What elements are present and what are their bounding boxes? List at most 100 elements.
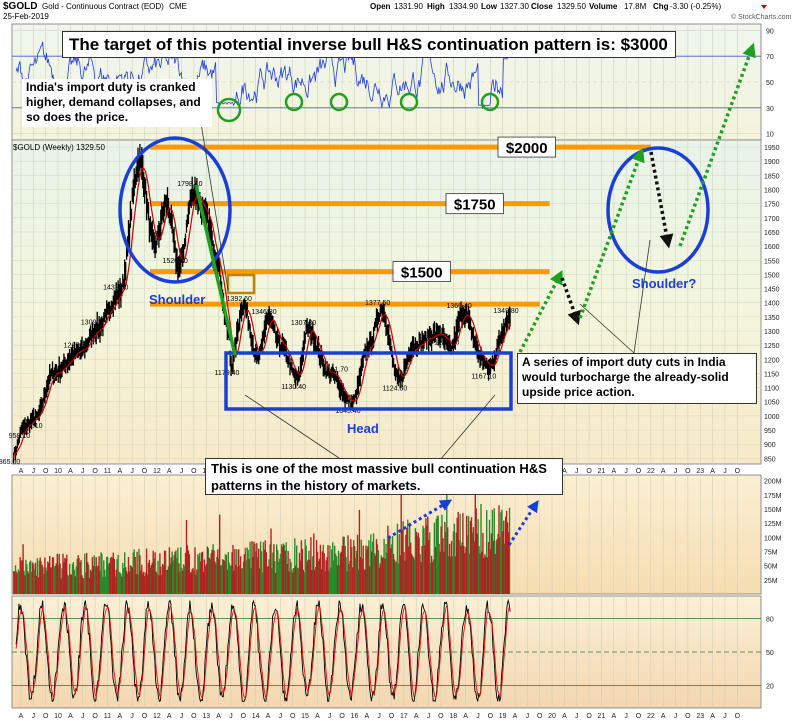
rsi-circle (399, 92, 419, 112)
gap-box (226, 273, 256, 295)
price-label: 1238.30 (434, 339, 459, 346)
volume-tick-label: 200M (764, 479, 782, 486)
high-label: High (427, 2, 445, 11)
rsi-tick-label: 50 (766, 80, 774, 87)
x-tick-label: 23 (696, 468, 704, 475)
symbol-label: $GOLD (3, 1, 37, 12)
price-label: 1377.50 (365, 300, 390, 307)
x-tick-label: J (723, 713, 727, 720)
x-tick-label: A (117, 713, 122, 720)
price-label: 1307.80 (291, 320, 316, 327)
volume-tick-label: 150M (764, 507, 782, 514)
x-tick-label: A (167, 713, 172, 720)
x-tick-label: A (19, 713, 24, 720)
india-duty-callout: India's import duty is cranked higher, d… (22, 79, 212, 127)
volume-arrow-2 (507, 499, 539, 546)
y-tick-label: 1850 (764, 173, 780, 180)
x-tick-label: O (438, 713, 444, 720)
date-label: 25-Feb-2019 (3, 12, 49, 21)
level-label-box (445, 193, 504, 215)
x-tick-label: 20 (548, 713, 556, 720)
level-label-box (392, 261, 451, 282)
price-label: 1309.10 (81, 319, 106, 326)
x-tick-label: O (142, 468, 148, 475)
x-tick-label: A (710, 468, 715, 475)
level-label: $2000 (506, 140, 548, 157)
rsi-tick-label: 30 (766, 106, 774, 113)
y-tick-label: 1950 (764, 145, 780, 152)
x-tick-label: 12 (153, 713, 161, 720)
x-tick-label: J (723, 468, 727, 475)
y-tick-label: 1650 (764, 230, 780, 237)
x-tick-label: O (43, 468, 49, 475)
volume-bars-down (13, 483, 510, 594)
y-tick-label: 1450 (764, 287, 780, 294)
x-tick-label: A (266, 713, 271, 720)
x-tick-label: O (636, 468, 642, 475)
x-tick-label: A (611, 713, 616, 720)
x-tick-label: 21 (598, 713, 606, 720)
x-tick-label: 14 (252, 713, 260, 720)
x-tick-label: J (81, 713, 85, 720)
x-tick-label: O (191, 713, 197, 720)
x-tick-label: 12 (153, 468, 161, 475)
head-box (224, 351, 513, 411)
chg-label: Chg (653, 2, 669, 11)
price-label: 992.10 (21, 423, 43, 430)
x-tick-label: J (279, 713, 283, 720)
price-label: 1366.40 (446, 303, 471, 310)
x-tick-label: A (216, 713, 221, 720)
x-tick-label: J (624, 468, 628, 475)
x-tick-label: O (735, 468, 741, 475)
x-tick-label: J (674, 713, 678, 720)
y-tick-label: 1050 (764, 400, 780, 407)
x-tick-label: J (180, 468, 184, 475)
x-tick-label: A (68, 713, 73, 720)
x-tick-label: 22 (647, 713, 655, 720)
shoulder-right-label: Shoulder? (632, 276, 696, 291)
pointer-cuts-2 (633, 239, 651, 354)
y-tick-label: 1400 (764, 301, 780, 308)
duty-cuts-callout: A series of import duty cuts in India wo… (517, 353, 757, 404)
x-tick-label: J (229, 713, 233, 720)
x-tick-label: O (43, 713, 49, 720)
volume-tick-label: 125M (764, 521, 782, 528)
rsi-circle (329, 92, 349, 112)
x-tick-label: J (674, 468, 678, 475)
decline-line (194, 184, 237, 356)
y-tick-label: 1700 (764, 216, 780, 223)
x-tick-label: O (685, 468, 691, 475)
volume-tick-label: 25M (764, 578, 778, 585)
x-tick-label: 22 (647, 468, 655, 475)
y-tick-label: 1350 (764, 315, 780, 322)
x-tick-label: A (364, 713, 369, 720)
volume-label: Volume (589, 2, 618, 11)
price-label: 1349.80 (493, 308, 518, 315)
x-tick-label: 10 (54, 468, 62, 475)
level-label: $1750 (454, 197, 496, 214)
y-tick-label: 1150 (764, 371, 779, 378)
description-label: Gold - Continuous Contract (EOD) CME (42, 2, 187, 11)
x-tick-label: A (661, 713, 666, 720)
x-tick-label: J (575, 713, 579, 720)
x-tick-label: A (414, 713, 419, 720)
massive-callout: This is one of the most massive bull con… (205, 458, 563, 495)
y-tick-label: 1800 (764, 188, 780, 195)
title-callout: The target of this potential inverse bul… (62, 31, 676, 58)
price-label: 1130.40 (281, 384, 306, 391)
x-tick-label: O (586, 713, 592, 720)
price-label: 1191.70 (323, 367, 348, 374)
pointer-cuts-1 (579, 303, 635, 354)
x-tick-label: O (586, 468, 592, 475)
exchange-text: CME (169, 2, 187, 11)
price-label: 1392.60 (227, 296, 252, 303)
x-tick-label: O (339, 713, 345, 720)
head-label: Head (347, 421, 379, 436)
x-tick-label: 15 (301, 713, 309, 720)
price-label: 1227.50 (64, 343, 89, 350)
y-tick-label: 1550 (764, 258, 780, 265)
x-tick-label: O (241, 713, 247, 720)
projection-arrow-2 (578, 147, 645, 319)
x-tick-label: O (488, 713, 494, 720)
